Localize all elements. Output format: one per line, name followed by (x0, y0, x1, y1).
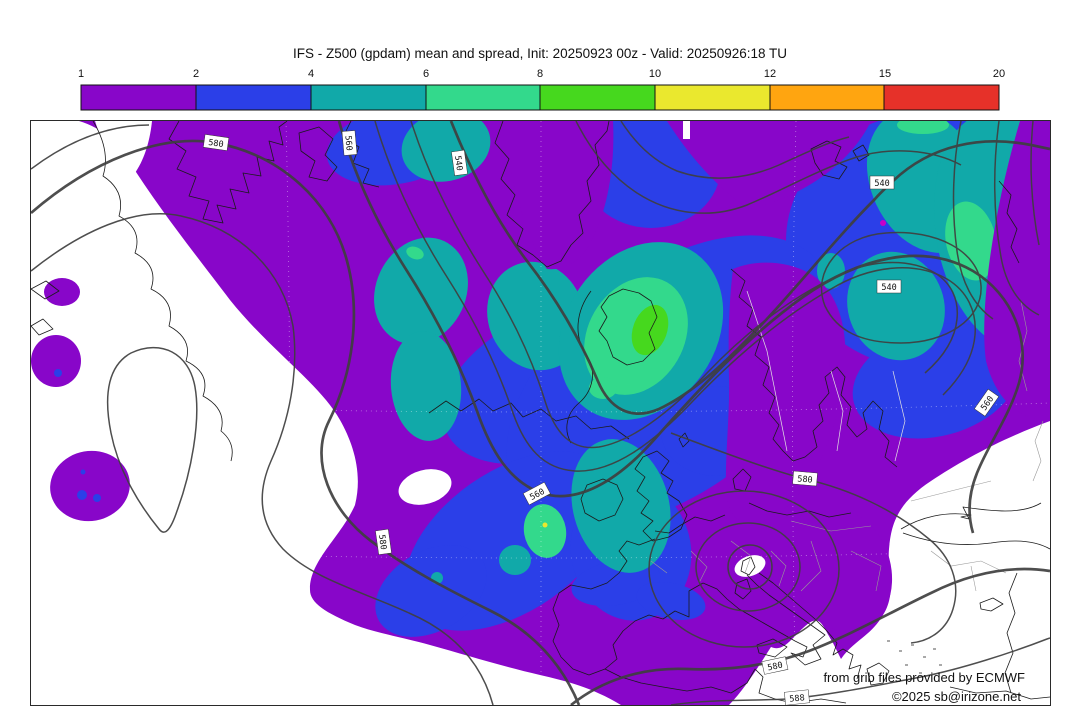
colorbar-segment (311, 85, 426, 110)
colorbar-segment (540, 85, 655, 110)
coastline-corsica-sardinia (734, 556, 756, 600)
contour-upper-arc (620, 120, 850, 179)
colorbar (80, 84, 1000, 111)
spread-fleck-magenta (880, 220, 886, 226)
svg-text:580: 580 (376, 534, 388, 551)
colorbar-tick: 10 (648, 68, 662, 80)
svg-text:588: 588 (789, 693, 805, 705)
svg-text:540: 540 (452, 155, 464, 172)
contour-label: 540 (451, 149, 468, 177)
contour-588-med (670, 637, 1051, 706)
spread-region-lt1 (398, 469, 452, 505)
contour-label: 580 (792, 470, 818, 487)
svg-text:580: 580 (797, 474, 813, 485)
coastline-north-america (92, 120, 233, 462)
contour-label-layer: 580 560 540 540 540 560 580 560 580 580 … (202, 130, 1000, 706)
contour-low-corsica (695, 522, 801, 612)
spread-region-10-12 (542, 522, 548, 528)
map-canvas: 580 560 540 540 540 560 580 560 580 580 … (30, 104, 1080, 707)
svg-text:540: 540 (874, 179, 889, 189)
contour-ne-edge (952, 120, 994, 320)
contour-label: 540 (869, 175, 895, 190)
contour-552 (374, 120, 976, 472)
colorbar-segment (655, 85, 770, 110)
contour-label: 588 (784, 689, 810, 706)
border-sweden-finland (830, 370, 844, 452)
contour-upper-arc (575, 120, 962, 214)
attribution: from grib files provided by ECMWF ©2025 … (823, 670, 1025, 704)
contour-580-med (570, 567, 1051, 707)
colorbar-segment (884, 85, 999, 110)
coastline-novaya-zemlya (998, 180, 1020, 264)
svg-text:560: 560 (342, 135, 353, 151)
colorbar-tick: 4 (307, 68, 315, 80)
contour-low-corsica (648, 490, 840, 648)
colorbar-tick: 1 (77, 68, 85, 80)
colorbar-tick: 20 (992, 68, 1006, 80)
colorbar-segment (81, 85, 196, 110)
coastline-denmark-baltic (732, 468, 852, 518)
colorbar-segment (426, 85, 540, 110)
spread-region-1-2 (31, 121, 1050, 633)
contour-ne-edge (994, 120, 1040, 316)
coastline-uk (634, 432, 690, 542)
colorbar-segment (770, 85, 884, 110)
contour-584 (30, 124, 150, 170)
coastline-greenland (494, 120, 610, 268)
border-norway-sweden (746, 290, 788, 452)
coastline-scandinavia (730, 268, 898, 468)
contour-540-closed (820, 231, 982, 344)
page-title: IFS - Z500 (gpdam) mean and spread, Init… (292, 46, 788, 61)
border-layer (650, 290, 1044, 592)
colorbar-segment (196, 85, 311, 110)
contour-560 (337, 120, 1024, 534)
colorbar-tick: 8 (536, 68, 544, 80)
coastline-nova-scotia (30, 280, 60, 336)
coastline-iceland (598, 288, 658, 366)
attribution-copyright: ©2025 sb@irizone.net (892, 689, 1021, 704)
coastline-arctic-islands (168, 120, 288, 224)
weather-map: 580 560 540 540 540 560 580 560 580 580 … (30, 104, 1080, 707)
colorbar-tick: 12 (763, 68, 777, 80)
spread-region-2-4 (54, 369, 101, 502)
svg-text:580: 580 (767, 660, 784, 673)
spread-region-lt1 (95, 121, 152, 177)
contour-580-europe (670, 432, 957, 644)
coastline-turkey-levant (949, 572, 1051, 700)
colorbar-tick: 2 (192, 68, 200, 80)
contour-label: 580 (761, 656, 789, 675)
coastline-quebec (566, 290, 593, 444)
coastline-west-europe (552, 514, 726, 676)
coastline-italy (702, 574, 826, 666)
contour-closed-sw (106, 346, 198, 533)
coastline-cyprus (979, 597, 1004, 612)
border-east-europe (910, 300, 1044, 592)
coastline-sicily (756, 638, 788, 658)
spread-fill-layer (31, 104, 1080, 705)
contour-label: 580 (375, 528, 392, 556)
contour-576 (30, 213, 494, 706)
contour-label: 560 (341, 130, 358, 156)
contour-ne-edge (1030, 120, 1040, 246)
contour-label: 580 (202, 134, 230, 151)
colorbar-tick: 6 (422, 68, 430, 80)
spread-region-lt1 (683, 121, 690, 139)
attribution-source: from grib files provided by ECMWF (823, 670, 1025, 685)
colorbar-tick: 15 (878, 68, 892, 80)
colorbar-frame (80, 84, 1000, 111)
contour-label: 540 (876, 279, 902, 294)
coastline-adriatic-greece (758, 572, 890, 686)
contour-low-corsica (727, 544, 773, 590)
border-central-europe (650, 520, 882, 592)
svg-text:580: 580 (208, 138, 225, 150)
spread-region-8-10 (631, 304, 669, 356)
coastline-aegean-islands (887, 640, 942, 674)
svg-text:540: 540 (881, 283, 896, 293)
coastline-newfoundland (428, 398, 630, 440)
border-finland-russia (892, 370, 906, 462)
